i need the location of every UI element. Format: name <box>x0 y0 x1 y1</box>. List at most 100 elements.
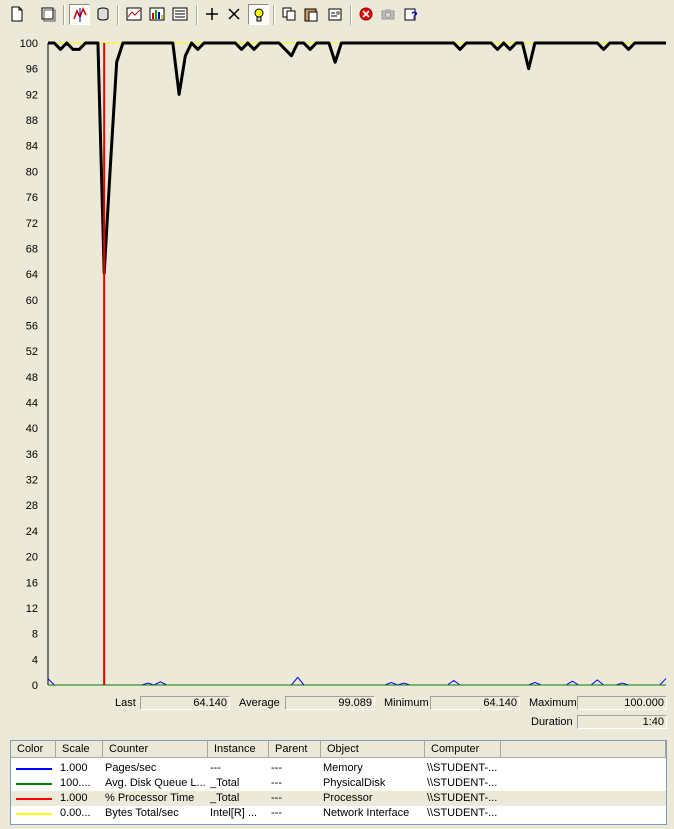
y-tick-label: 100 <box>20 38 38 50</box>
help-button[interactable]: ? <box>401 4 422 25</box>
y-tick-label: 48 <box>26 372 38 384</box>
y-tick-label: 0 <box>32 680 38 690</box>
column-header-counter[interactable]: Counter <box>103 741 208 758</box>
color-swatch <box>16 813 52 815</box>
scale-cell: 1.000 <box>60 762 88 774</box>
view-report-button[interactable] <box>170 4 191 25</box>
paste-counter-list-icon <box>304 8 318 22</box>
freeze-display-button[interactable] <box>356 4 377 25</box>
delete-counter-icon <box>228 8 240 20</box>
y-tick-label: 16 <box>26 577 38 589</box>
average-value: 99.089 <box>285 696 375 710</box>
parent-cell: --- <box>271 762 282 774</box>
color-swatch <box>16 798 52 800</box>
legend-row-pages-sec[interactable]: 1.000 Pages/sec --- --- Memory \\STUDENT… <box>11 761 666 776</box>
copy-properties-button[interactable] <box>279 4 300 25</box>
instance-cell: Intel[R] ... <box>210 807 258 819</box>
instance-cell: _Total <box>210 792 240 804</box>
parent-cell: --- <box>271 807 282 819</box>
y-tick-label: 40 <box>26 423 38 435</box>
column-header-scale[interactable]: Scale <box>56 741 103 758</box>
svg-text:?: ? <box>411 10 418 22</box>
view-log-data-icon <box>97 7 109 21</box>
column-header-filler <box>501 741 666 758</box>
legend-row-avg-disk-queue[interactable]: 100.... Avg. Disk Queue L... _Total --- … <box>11 776 666 791</box>
column-header-color[interactable]: Color <box>11 741 56 758</box>
view-log-data-button[interactable] <box>93 4 114 25</box>
scale-cell: 1.000 <box>60 792 88 804</box>
new-counter-set-button[interactable] <box>7 4 28 25</box>
view-current-activity-button[interactable] <box>69 4 90 25</box>
view-current-activity-icon <box>73 7 87 22</box>
clear-display-icon <box>41 7 56 22</box>
delete-counter-button[interactable] <box>224 4 245 25</box>
view-histogram-icon <box>149 7 165 21</box>
object-cell: Processor <box>323 792 373 804</box>
computer-cell: \\STUDENT-... <box>427 792 498 804</box>
highlight-icon <box>254 8 264 22</box>
add-counter-icon <box>206 8 218 20</box>
counter-legend[interactable]: Color Scale Counter Instance Parent Obje… <box>10 740 667 825</box>
toolbar: ? <box>0 0 674 30</box>
computer-cell: \\STUDENT-... <box>427 807 498 819</box>
help-icon: ? <box>404 8 418 22</box>
duration-label: Duration <box>531 716 573 728</box>
y-tick-label: 8 <box>32 629 38 641</box>
last-value: 64.140 <box>140 696 230 710</box>
maximum-label: Maximum <box>529 697 577 709</box>
legend-row-processor-time[interactable]: 1.000 % Processor Time _Total --- Proces… <box>11 791 666 806</box>
y-tick-label: 24 <box>26 526 38 538</box>
y-tick-label: 80 <box>26 166 38 178</box>
y-tick-label: 96 <box>26 64 38 76</box>
parent-cell: --- <box>271 792 282 804</box>
column-header-instance[interactable]: Instance <box>208 741 269 758</box>
paste-counter-list-button[interactable] <box>301 4 322 25</box>
properties-icon <box>328 8 342 21</box>
view-graph-button[interactable] <box>124 4 145 25</box>
y-tick-label: 60 <box>26 295 38 307</box>
update-data-button[interactable] <box>378 4 399 25</box>
highlight-button[interactable] <box>248 4 269 25</box>
view-histogram-button[interactable] <box>147 4 168 25</box>
y-tick-label: 36 <box>26 449 38 461</box>
view-report-icon <box>172 7 188 21</box>
average-label: Average <box>239 697 280 709</box>
column-header-parent[interactable]: Parent <box>269 741 321 758</box>
scale-cell: 100.... <box>60 777 91 789</box>
color-swatch <box>16 783 52 785</box>
maximum-value: 100.000 <box>577 696 667 710</box>
y-tick-label: 20 <box>26 552 38 564</box>
y-tick-label: 92 <box>26 89 38 101</box>
y-tick-label: 68 <box>26 243 38 255</box>
column-header-object[interactable]: Object <box>321 741 425 758</box>
y-tick-label: 72 <box>26 218 38 230</box>
instance-cell: _Total <box>210 777 240 789</box>
properties-button[interactable] <box>325 4 346 25</box>
counter-cell: Bytes Total/sec <box>105 807 179 819</box>
y-tick-label: 84 <box>26 141 38 153</box>
last-label: Last <box>115 697 136 709</box>
y-tick-label: 76 <box>26 192 38 204</box>
view-graph-icon <box>126 7 142 21</box>
update-data-icon <box>381 9 395 20</box>
legend-row-bytes-total[interactable]: 0.00... Bytes Total/sec Intel[R] ... ---… <box>11 806 666 821</box>
scale-cell: 0.00... <box>60 807 91 819</box>
computer-cell: \\STUDENT-... <box>427 762 498 774</box>
y-tick-label: 52 <box>26 346 38 358</box>
duration-value: 1:40 <box>577 715 667 729</box>
line-chart: 0481216202428323640444852566064687276808… <box>20 38 667 692</box>
counter-cell: % Processor Time <box>105 792 195 804</box>
plot-area <box>48 43 666 685</box>
instance-cell: --- <box>210 762 221 774</box>
color-swatch <box>16 768 52 770</box>
y-tick-label: 64 <box>26 269 38 281</box>
y-tick-label: 4 <box>32 654 38 666</box>
counter-cell: Avg. Disk Queue L... <box>105 777 206 789</box>
add-counter-button[interactable] <box>202 4 223 25</box>
minimum-value: 64.140 <box>430 696 520 710</box>
y-tick-label: 28 <box>26 500 38 512</box>
y-tick-label: 56 <box>26 320 38 332</box>
counter-cell: Pages/sec <box>105 762 157 774</box>
column-header-computer[interactable]: Computer <box>425 741 501 758</box>
clear-display-button[interactable] <box>38 4 59 25</box>
